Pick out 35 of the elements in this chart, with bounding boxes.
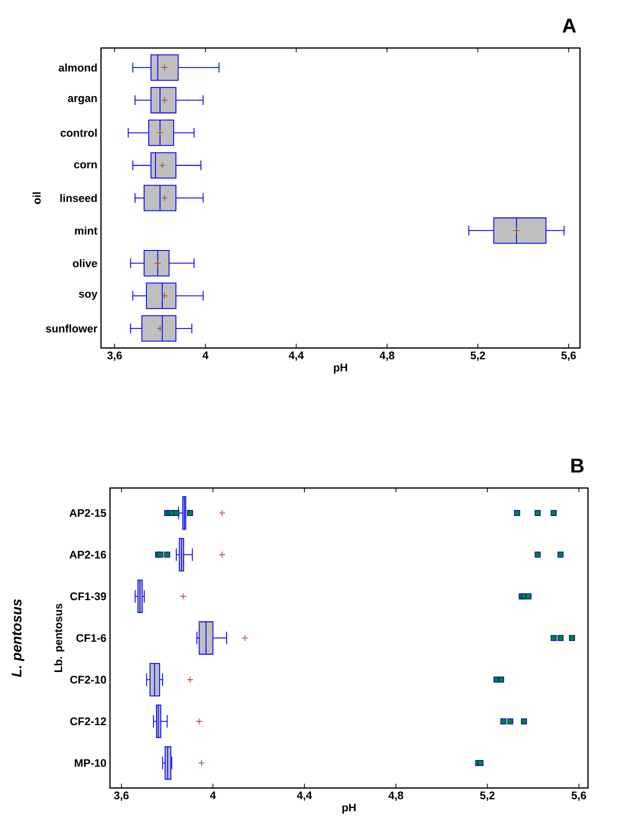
x-tick-label: 4: [202, 352, 208, 360]
x-tick-label: 5,2: [480, 792, 495, 801]
x-tick-label: 3,6: [107, 352, 122, 361]
x-tick-label: 4,8: [388, 792, 404, 801]
y-tick-label: AP2-15: [69, 509, 106, 517]
x-axis-title: pH: [334, 364, 348, 374]
y-tick-label: CF1-39: [70, 592, 106, 600]
y-tick-label: MP-10: [74, 759, 106, 767]
x-tick-label: 4,8: [380, 352, 394, 361]
y-tick-label: mint: [74, 226, 98, 235]
x-axis-title: pH: [342, 804, 356, 814]
y-axis-title: Lb. pentosus: [54, 604, 64, 672]
y-tick-label: CF2-12: [70, 717, 106, 726]
y-tick-label: CF2-10: [70, 676, 106, 684]
y-tick-label: corn: [74, 162, 97, 168]
x-tick-label: 4,4: [296, 792, 312, 801]
chart-title: B: [571, 458, 584, 472]
text: L. pentosus: [12, 599, 24, 678]
y-tick-label: olive: [72, 259, 98, 268]
y-tick-label: argan: [68, 96, 97, 104]
chart-title: A: [562, 18, 576, 32]
x-tick-label: 5,2: [470, 352, 486, 361]
y-tick-label: CF1-6: [76, 634, 106, 642]
y-tick-label: control: [60, 128, 97, 137]
y-tick-label: sunflower: [46, 324, 98, 332]
y-tick-label: soy: [78, 292, 98, 300]
y-tick-label: AP2-16: [69, 550, 106, 559]
x-tick-label: 3,6: [114, 792, 129, 801]
x-tick-label: 5,6: [572, 792, 586, 801]
x-tick-label: 4,4: [288, 352, 304, 361]
y-tick-label: almond: [58, 64, 97, 72]
x-tick-label: 4: [210, 792, 216, 800]
y-axis-title: oil: [32, 192, 41, 204]
x-tick-label: 5,6: [561, 352, 576, 361]
y-tick-label: linseed: [60, 194, 97, 202]
